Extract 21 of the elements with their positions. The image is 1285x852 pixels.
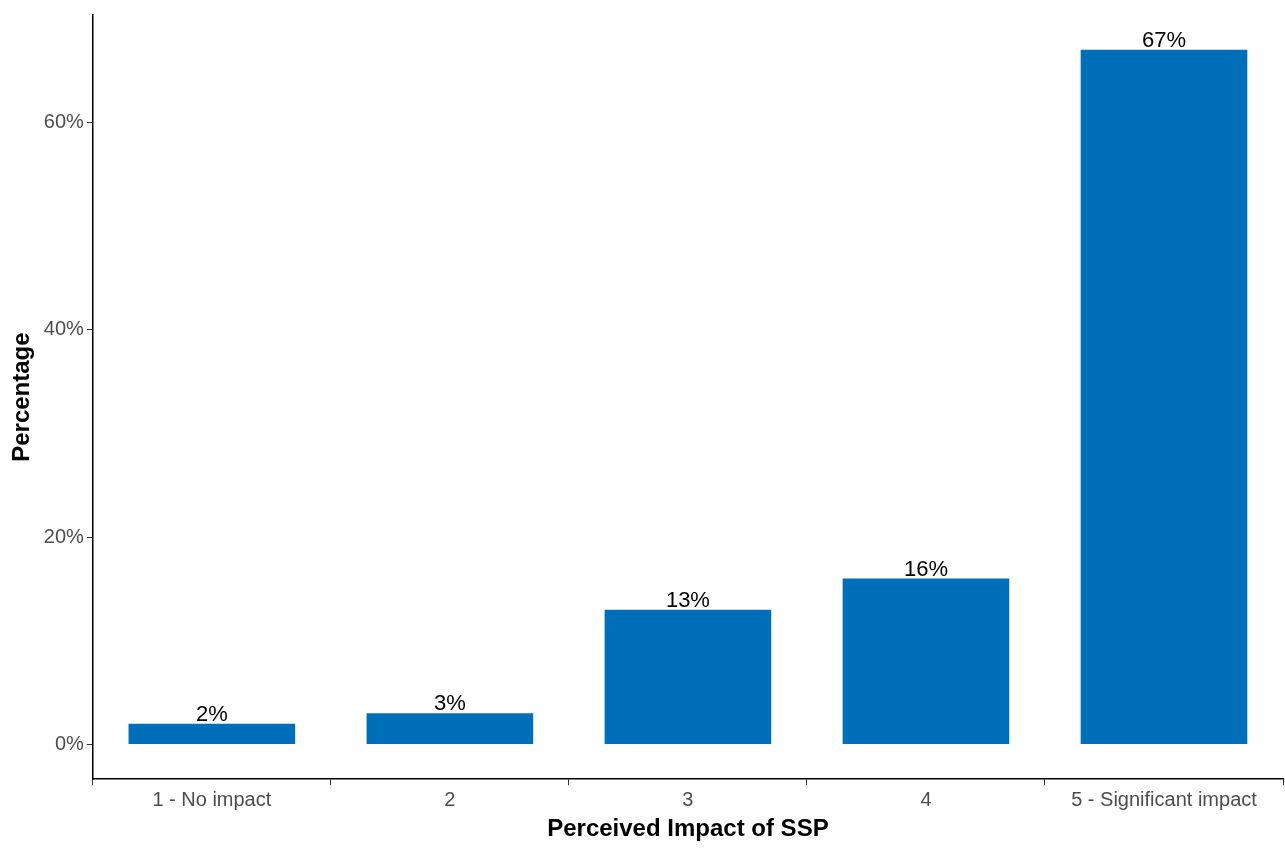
x-tick-label: 4 [920, 787, 932, 810]
x-tick-label: 5 - Significant impact [1071, 787, 1258, 810]
y-axis-title: Percentage [7, 332, 35, 462]
data-label: 67% [1141, 26, 1187, 52]
data-label: 2% [195, 700, 228, 726]
y-tick-label: 60% [43, 109, 85, 132]
bar [604, 609, 772, 744]
bar [128, 723, 296, 744]
y-tick-label: 40% [43, 317, 85, 340]
bar [1080, 49, 1248, 744]
y-tick-label: 20% [43, 524, 85, 547]
data-label: 13% [665, 586, 710, 612]
x-axis-title: Perceived Impact of SSP [547, 814, 829, 842]
x-tick-label: 3 [682, 787, 694, 810]
y-tick-label: 0% [54, 731, 85, 754]
data-label: 3% [433, 690, 466, 716]
x-tick-label: 2 [444, 787, 456, 810]
bar [366, 713, 534, 744]
x-tick-label: 1 - No impact [152, 787, 272, 810]
bar [842, 578, 1010, 744]
data-label: 16% [903, 555, 948, 581]
